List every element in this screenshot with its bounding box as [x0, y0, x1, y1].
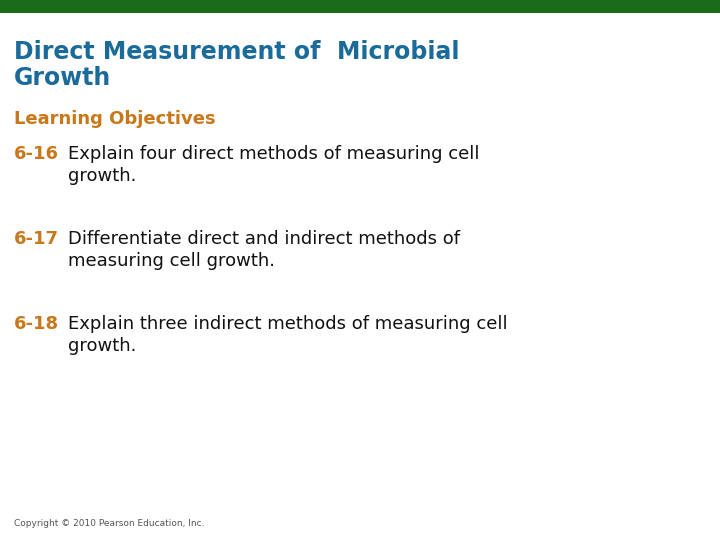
- Text: Growth: Growth: [14, 66, 112, 90]
- Text: Differentiate direct and indirect methods of: Differentiate direct and indirect method…: [68, 230, 460, 248]
- Text: Learning Objectives: Learning Objectives: [14, 110, 215, 128]
- Text: measuring cell growth.: measuring cell growth.: [68, 252, 275, 270]
- Text: Direct Measurement of  Microbial: Direct Measurement of Microbial: [14, 40, 459, 64]
- Text: 6-18: 6-18: [14, 315, 59, 333]
- Text: growth.: growth.: [68, 167, 136, 185]
- Text: growth.: growth.: [68, 337, 136, 355]
- Text: 6-17: 6-17: [14, 230, 59, 248]
- Text: Explain three indirect methods of measuring cell: Explain three indirect methods of measur…: [68, 315, 508, 333]
- Text: Explain four direct methods of measuring cell: Explain four direct methods of measuring…: [68, 145, 480, 163]
- Bar: [0, 0, 720, 13]
- Text: Copyright © 2010 Pearson Education, Inc.: Copyright © 2010 Pearson Education, Inc.: [14, 519, 204, 528]
- Text: 6-16: 6-16: [14, 145, 59, 163]
